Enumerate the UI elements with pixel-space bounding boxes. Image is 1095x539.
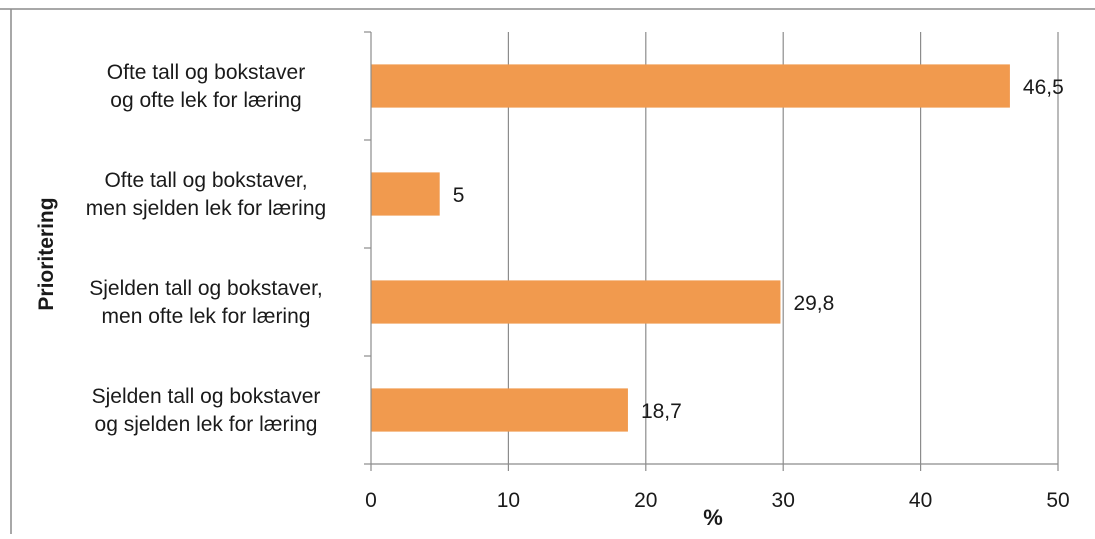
category-label-line: Ofte tall og bokstaver: [107, 61, 305, 84]
x-tick-label: 10: [497, 489, 520, 512]
category-label-line: Sjelden tall og bokstaver: [92, 385, 321, 408]
bar: [371, 172, 440, 216]
category-label: Sjelden tall og bokstaver og sjelden lek …: [92, 385, 321, 436]
category-label: Ofte tall og bokstaver, men sjelden lek f…: [86, 169, 326, 220]
category-label: Ofte tall og bokstaver og ofte lek for læ…: [107, 61, 305, 112]
category-label-line: men ofte lek for læring: [102, 305, 311, 328]
data-label: 18,7: [641, 400, 682, 423]
x-tick-label: 0: [365, 489, 377, 512]
category-labels: Ofte tall og bokstaver og ofte lek for læ…: [86, 61, 326, 436]
data-label: 5: [453, 184, 465, 207]
x-tick-label: 30: [772, 489, 795, 512]
x-axis-title: %: [703, 505, 723, 530]
bars: [371, 64, 1010, 432]
axes: [364, 31, 1059, 471]
bar: [371, 388, 628, 432]
category-label-line: Sjelden tall og bokstaver,: [89, 277, 322, 300]
x-tick-label: 50: [1046, 489, 1069, 512]
category-label-line: og sjelden lek for læring: [95, 413, 318, 436]
y-axis-title: Prioritering: [35, 197, 58, 310]
data-label: 46,5: [1023, 76, 1064, 99]
x-tick-label: 40: [909, 489, 932, 512]
bar: [371, 64, 1010, 108]
category-label-line: og ofte lek for læring: [110, 89, 301, 112]
data-label: 29,8: [793, 292, 834, 315]
category-label: Sjelden tall og bokstaver, men ofte lek f…: [89, 277, 322, 328]
category-label-line: Ofte tall og bokstaver,: [104, 169, 307, 192]
value-labels: 46,5 5 29,8 18,7: [453, 76, 1064, 423]
bar: [371, 280, 781, 324]
category-label-line: men sjelden lek for læring: [86, 197, 326, 220]
x-tick-labels: 0 10 20 30 40 50: [365, 489, 1070, 512]
x-tick-label: 20: [634, 489, 657, 512]
